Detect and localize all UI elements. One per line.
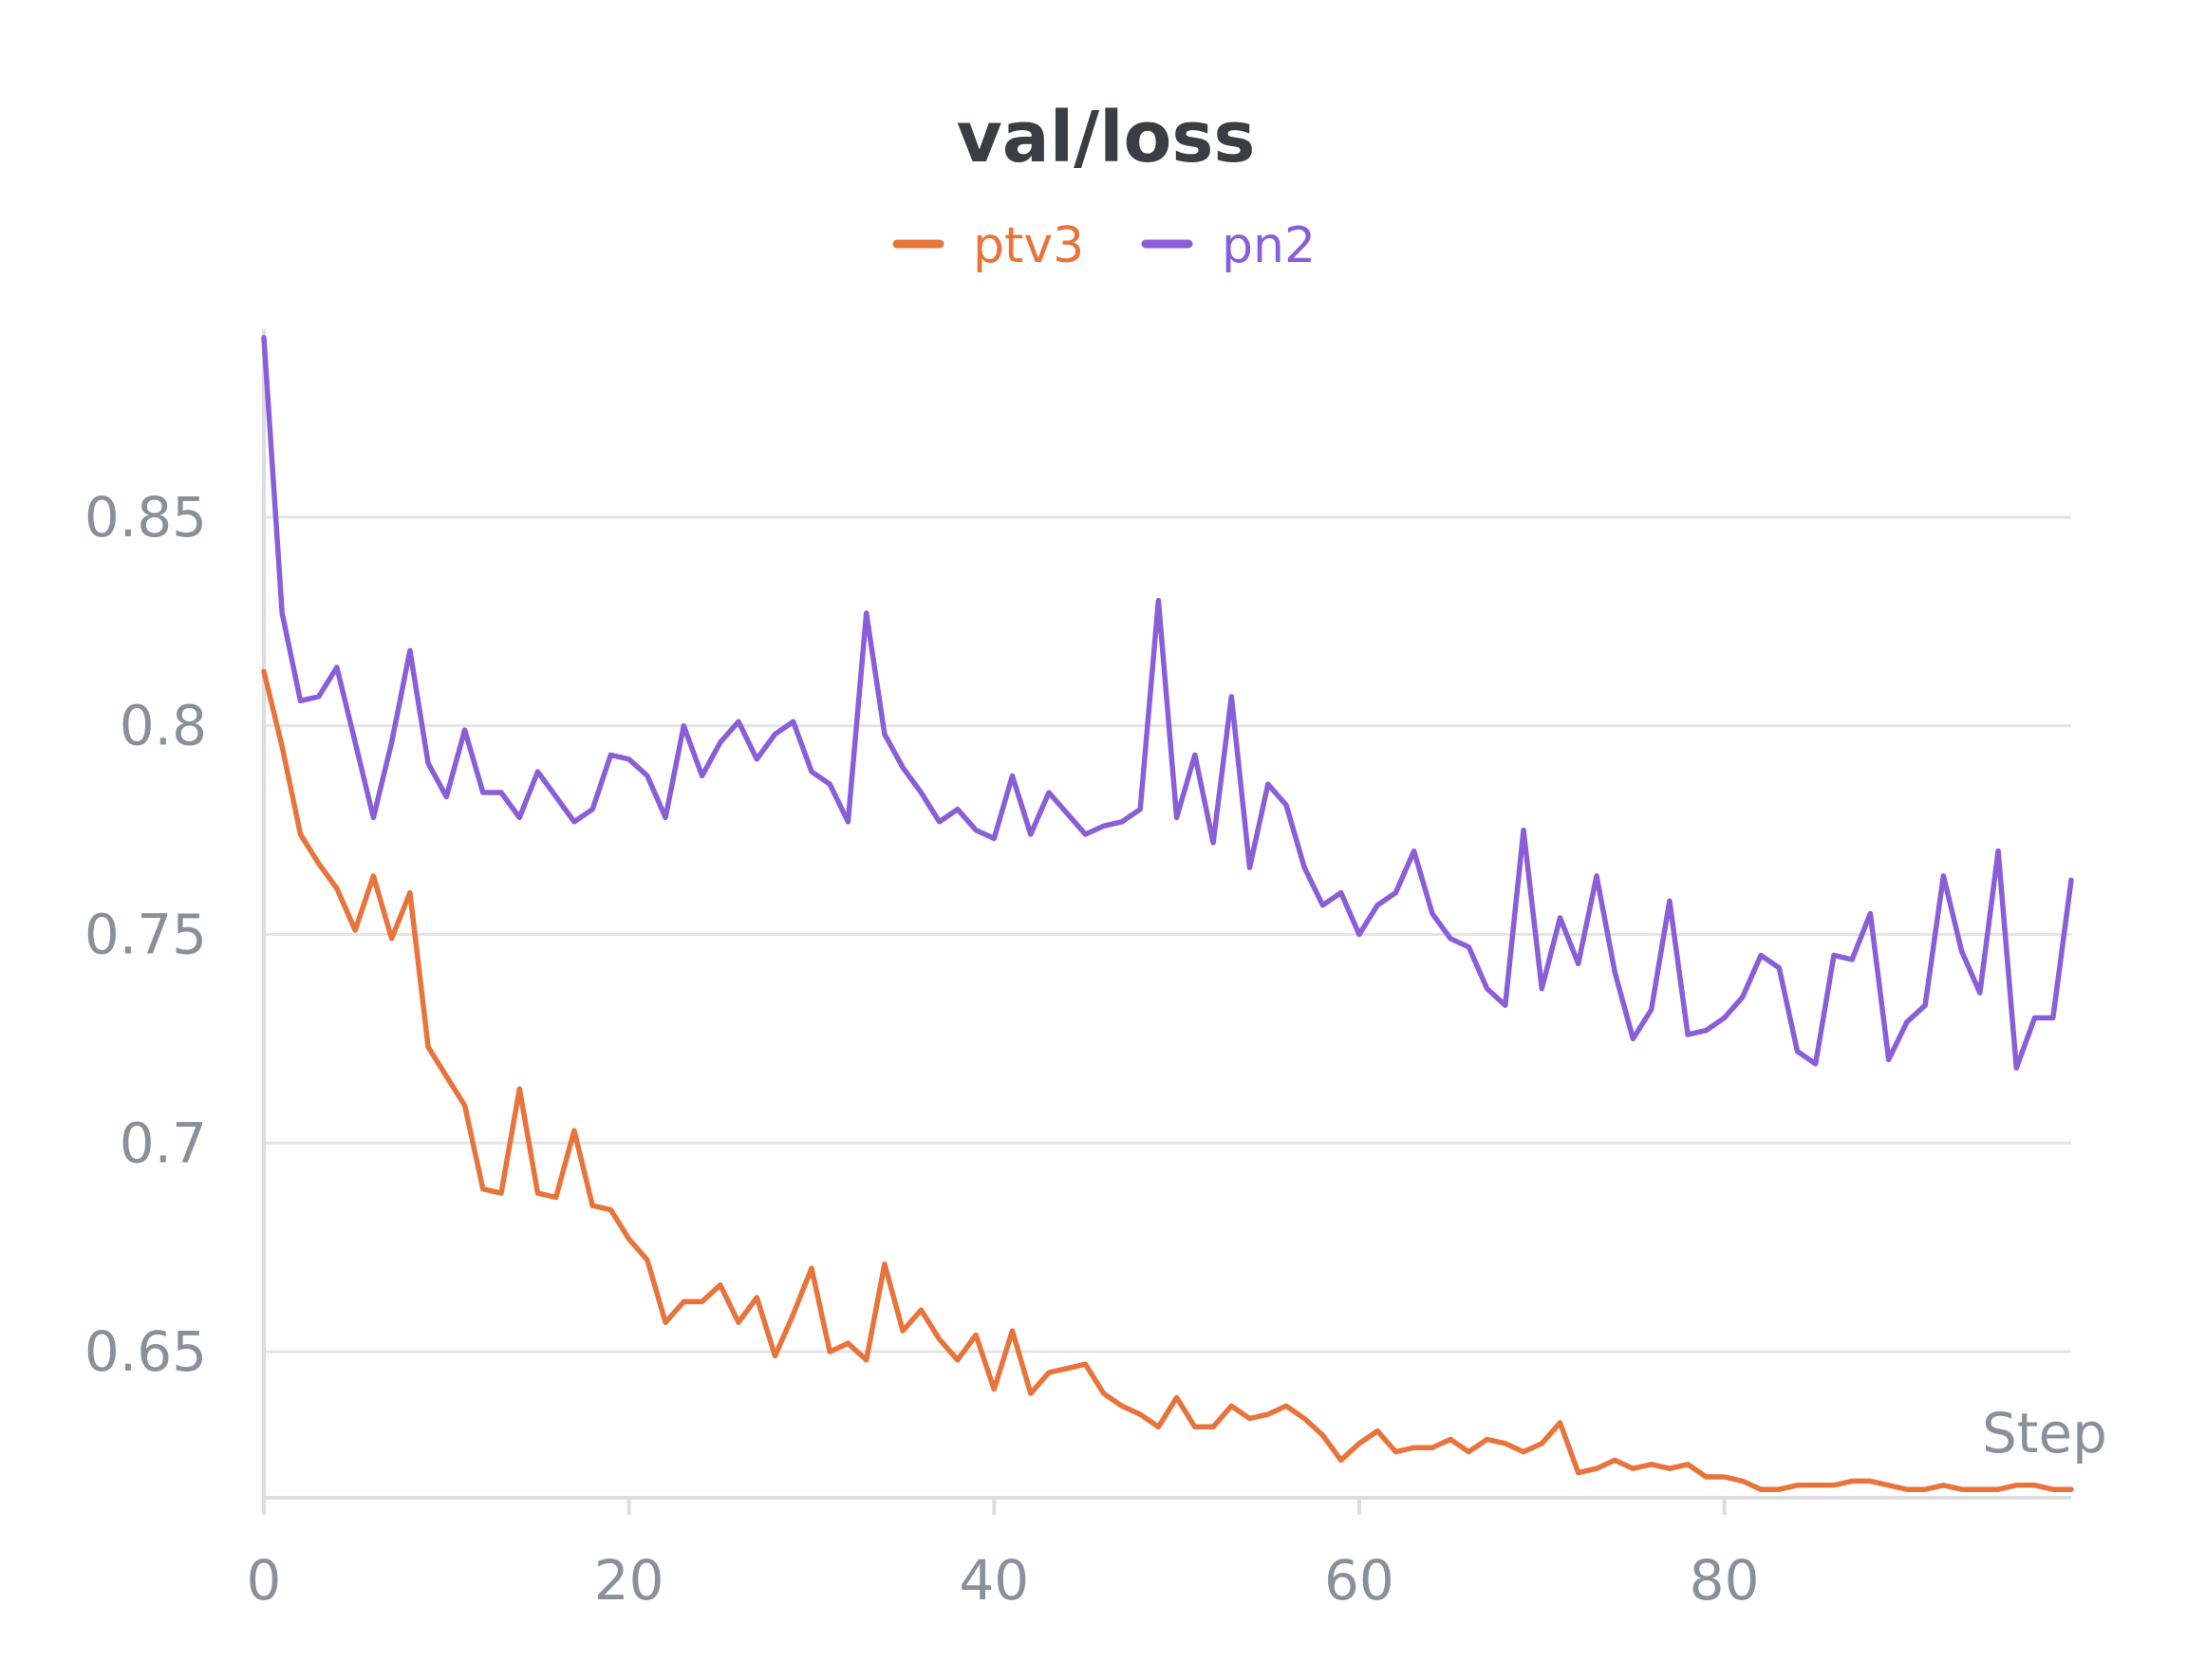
series-line-pn2 [261,335,2074,1071]
y-axis-ticks: 0.65 0.7 0.75 0.8 0.85 [84,485,207,1384]
chart-legend: ptv3 pn2 [892,217,1316,274]
y-tick-label: 0.75 [84,902,207,966]
x-axis-label: Step [1982,1401,2107,1465]
legend-label-ptv3: ptv3 [973,217,1084,274]
legend-label-pn2: pn2 [1222,217,1316,274]
x-tick-label: 0 [247,1548,282,1613]
series-lines [261,335,2074,1492]
x-tick-label: 80 [1690,1548,1760,1613]
x-tick-label: 60 [1324,1548,1394,1613]
x-tick-label: 40 [959,1548,1029,1613]
x-tick-label: 20 [594,1548,664,1613]
y-tick-label: 0.65 [84,1319,207,1384]
y-tick-label: 0.7 [120,1111,207,1175]
chart-title: val/loss [957,97,1256,178]
x-axis-ticks: 0 20 40 60 80 [247,1498,1760,1613]
series-line-ptv3 [261,668,2074,1492]
y-tick-label: 0.85 [84,485,207,550]
y-tick-label: 0.8 [120,694,207,758]
grid-lines [264,515,2071,1353]
axes [262,329,2071,1500]
